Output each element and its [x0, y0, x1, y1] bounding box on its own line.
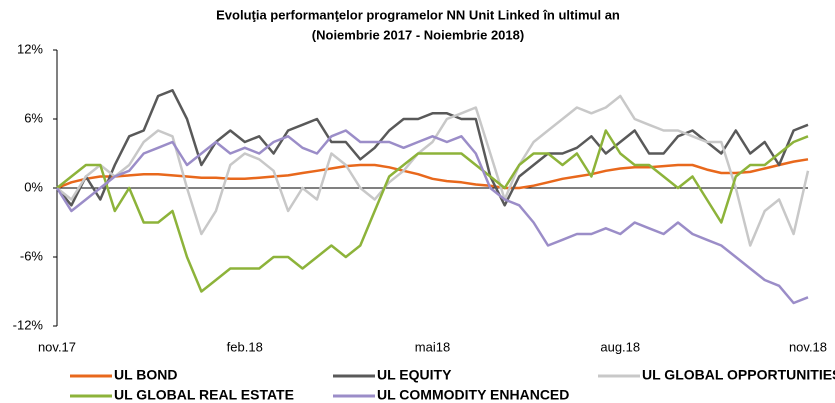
x-tick-label: nov.18	[789, 339, 827, 354]
chart-subtitle: (Noiembrie 2017 - Noiembrie 2018)	[312, 27, 524, 42]
x-tick-label: aug.18	[600, 339, 640, 354]
x-tick-label: feb.18	[227, 339, 263, 354]
series-line	[55, 129, 809, 305]
series-line	[56, 129, 809, 293]
series-line	[56, 94, 810, 247]
series-line	[56, 158, 809, 190]
y-tick-label: -12%	[13, 317, 44, 332]
legend-label: UL EQUITY	[377, 367, 452, 383]
y-tick-label: 0%	[24, 179, 43, 194]
x-tick-label: nov.17	[38, 339, 76, 354]
legend-label: UL BOND	[114, 367, 178, 383]
series-line	[56, 89, 809, 207]
y-tick-label: 6%	[24, 110, 43, 125]
legend-label: UL GLOBAL OPPORTUNITIES	[642, 367, 835, 383]
x-tick-label: mai18	[415, 339, 450, 354]
y-tick-label: -6%	[20, 248, 44, 263]
legend-label: UL COMMODITY ENHANCED	[377, 387, 569, 403]
y-tick-label: 12%	[17, 41, 43, 56]
legend-label: UL GLOBAL REAL ESTATE	[114, 387, 294, 403]
chart-title: Evoluţia performanţelor programelor NN U…	[216, 7, 620, 22]
